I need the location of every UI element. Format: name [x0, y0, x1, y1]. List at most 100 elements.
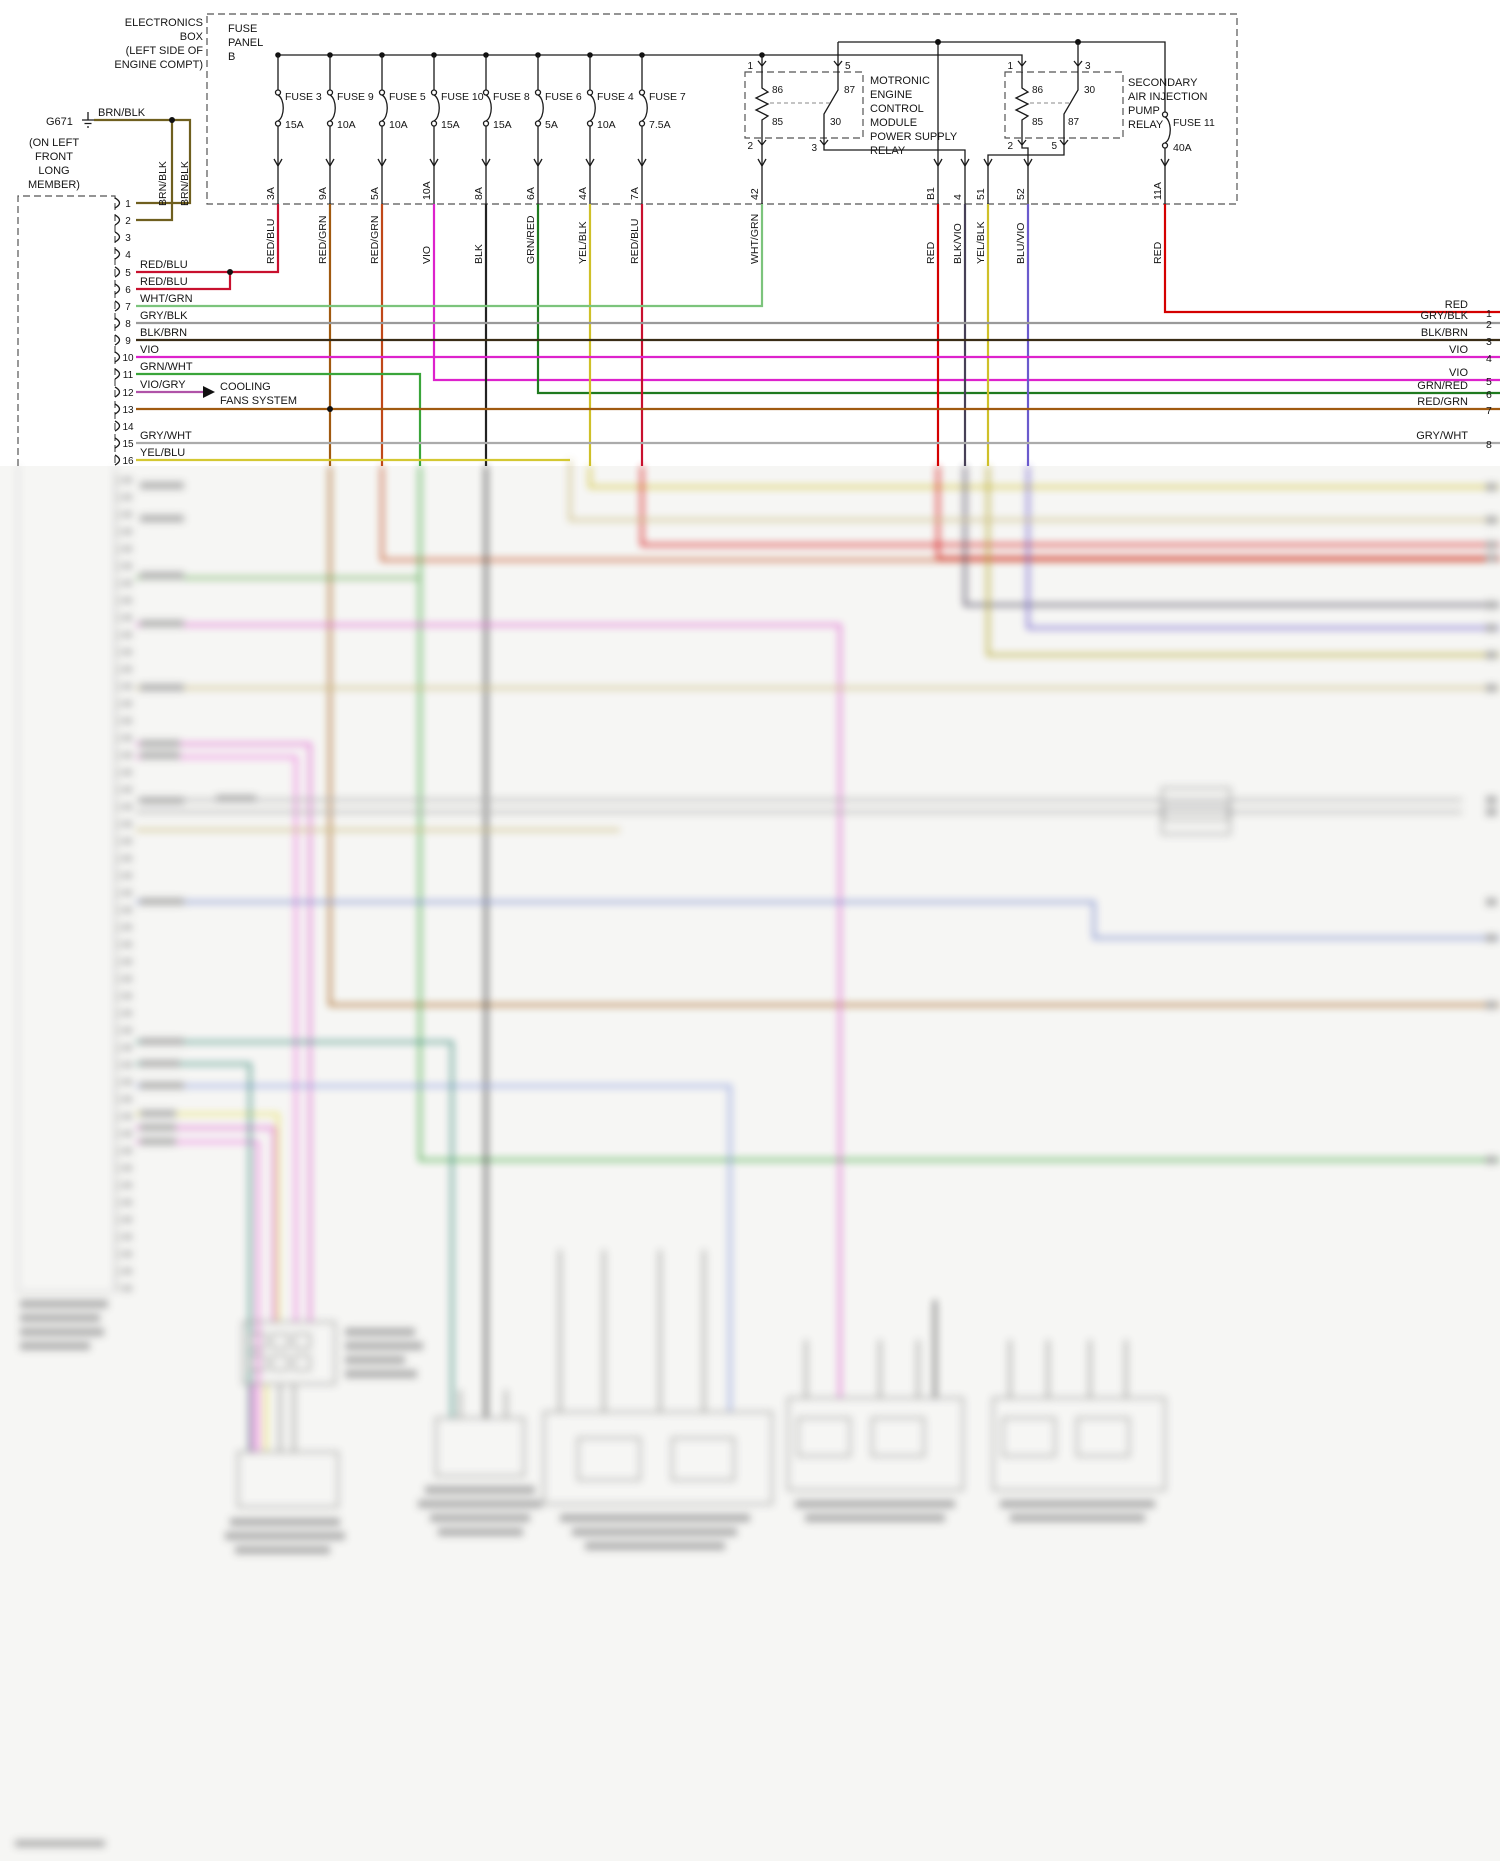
relay-pin-label: 5: [1051, 141, 1057, 152]
pin-bracket: [114, 248, 121, 260]
relay-name-line: CONTROL: [870, 103, 924, 115]
terminal-id-label: 5A: [369, 187, 381, 200]
wire-segment: [377, 158, 387, 168]
terminal-id-label: 51: [975, 188, 987, 200]
fuse-name: FUSE 9: [337, 91, 374, 103]
diagram-shape: [140, 1082, 184, 1089]
diagram-shape: [227, 269, 233, 275]
fuse-rating: 10A: [337, 119, 356, 131]
exit-number: 2: [1486, 319, 1492, 331]
wire-red-blu-pin6: [136, 272, 232, 291]
diagram-shape: [20, 1342, 90, 1350]
wire-segment: [418, 466, 1500, 1162]
relay-pin-label: 85: [772, 117, 784, 128]
wire-segment: [273, 158, 283, 168]
fuse-rating: 15A: [493, 119, 512, 131]
exit-color-label: RED/GRN: [1417, 396, 1468, 408]
wires: [136, 204, 1500, 466]
diagram-shape: [271, 1355, 289, 1371]
fuse-name: FUSE 4: [597, 91, 634, 103]
wire-segment: [568, 460, 1500, 522]
wire-segment: [380, 466, 1500, 562]
wire-segment: [381, 94, 388, 122]
fuse-name: FUSE 6: [545, 91, 582, 103]
fuse-name: FUSE 7: [649, 91, 686, 103]
diagram-shape: [293, 1333, 311, 1349]
relay-name-line: RELAY: [1128, 119, 1164, 131]
relay-pin-label: 85: [1032, 117, 1044, 128]
fuse-panel-line: B: [228, 51, 235, 63]
diagram-shape: [1486, 898, 1497, 906]
diagram-shape: [1486, 796, 1497, 804]
pin-number: 2: [125, 216, 131, 227]
diagram-shape: [585, 1542, 725, 1550]
wire-segment: [329, 94, 336, 122]
diagram-shape: [1000, 1500, 1155, 1508]
terminal-id-label: 10A: [421, 181, 433, 200]
ground-wire-2: [136, 120, 174, 222]
relay-motronic: 1 5 86 87 85 30 2 3 MOTRONIC ENGINE CONT…: [744, 42, 966, 204]
electronics-box-line: BOX: [180, 31, 204, 43]
ground-location-line: LONG: [38, 165, 69, 177]
diagram-shape: [230, 1518, 340, 1526]
pin-wire-color: RED/BLU: [140, 259, 188, 271]
wire-red-11a: [1163, 204, 1500, 314]
pin-bracket: [114, 231, 121, 243]
relay-name-line: PUMP: [1128, 105, 1160, 117]
fuse-rating: 15A: [441, 119, 460, 131]
diagram-shape: [1486, 541, 1497, 549]
pin-number: 15: [122, 439, 134, 450]
fuse-name: FUSE 3: [285, 91, 322, 103]
exit-color-label: GRN/RED: [1417, 380, 1468, 392]
diagram-shape: [140, 482, 184, 489]
electronics-box-line: (LEFT SIDE OF: [126, 45, 204, 57]
fuse-5: FUSE 5 10A: [378, 52, 426, 204]
wire-segment: [136, 623, 842, 1398]
wire-segment: [277, 94, 284, 122]
relay-pin-label: 30: [830, 117, 842, 128]
pin-number: 16: [122, 456, 134, 467]
fuse-rating: 40A: [1173, 142, 1192, 154]
diagram-shape: [345, 1342, 423, 1350]
wire-segment: [589, 94, 596, 122]
wire-color-label: BLK/VIO: [952, 223, 964, 264]
pin-wire-color: GRY/BLK: [140, 310, 188, 322]
wire-segment: [1164, 116, 1171, 144]
wire-color-label: RED/GRN: [317, 216, 329, 264]
relay-pin-label: 2: [1007, 141, 1013, 152]
wire-segment: [1021, 138, 1029, 204]
fuse-4: FUSE 4 10A: [586, 52, 634, 204]
diagram-shape: [271, 1333, 289, 1349]
diagram-shape: [140, 572, 184, 579]
pin-number: 8: [125, 319, 131, 330]
diagram-shape: [430, 1514, 530, 1522]
diagram-shape: [20, 1328, 104, 1336]
ground-symbol: [82, 112, 94, 128]
terminal-id-label: B1: [925, 187, 937, 200]
diagram-shape: [797, 1417, 851, 1457]
diagram-shape: [140, 1138, 176, 1145]
wire-segment: [986, 466, 1500, 657]
wire-segment: [588, 466, 1500, 489]
wire-segment: [136, 1126, 276, 1322]
fuse-rating: 15A: [285, 119, 304, 131]
wire-segment: [823, 138, 966, 204]
wire-color-label: YEL/BLK: [577, 221, 589, 264]
pin-bracket: [114, 386, 121, 398]
wire-segment: [804, 1340, 1128, 1398]
pin-bracket: [114, 420, 121, 432]
wire-segment: [481, 158, 491, 168]
exit-color-label: VIO: [1449, 344, 1468, 356]
wire-segment: [757, 158, 767, 168]
pin-bracket: [114, 300, 121, 312]
wire-segment: [1023, 158, 1033, 168]
wire-segment: [485, 94, 492, 122]
diagram-shape: [1486, 601, 1497, 609]
wire-wht-grn-42: [136, 204, 764, 308]
pin-wire-color: VIO: [140, 344, 159, 356]
diagram-shape: [327, 406, 333, 412]
terminal-id-label: 6A: [525, 187, 537, 200]
wire-grn-red-6a: [536, 204, 1500, 395]
diagram-shape: [140, 740, 180, 747]
